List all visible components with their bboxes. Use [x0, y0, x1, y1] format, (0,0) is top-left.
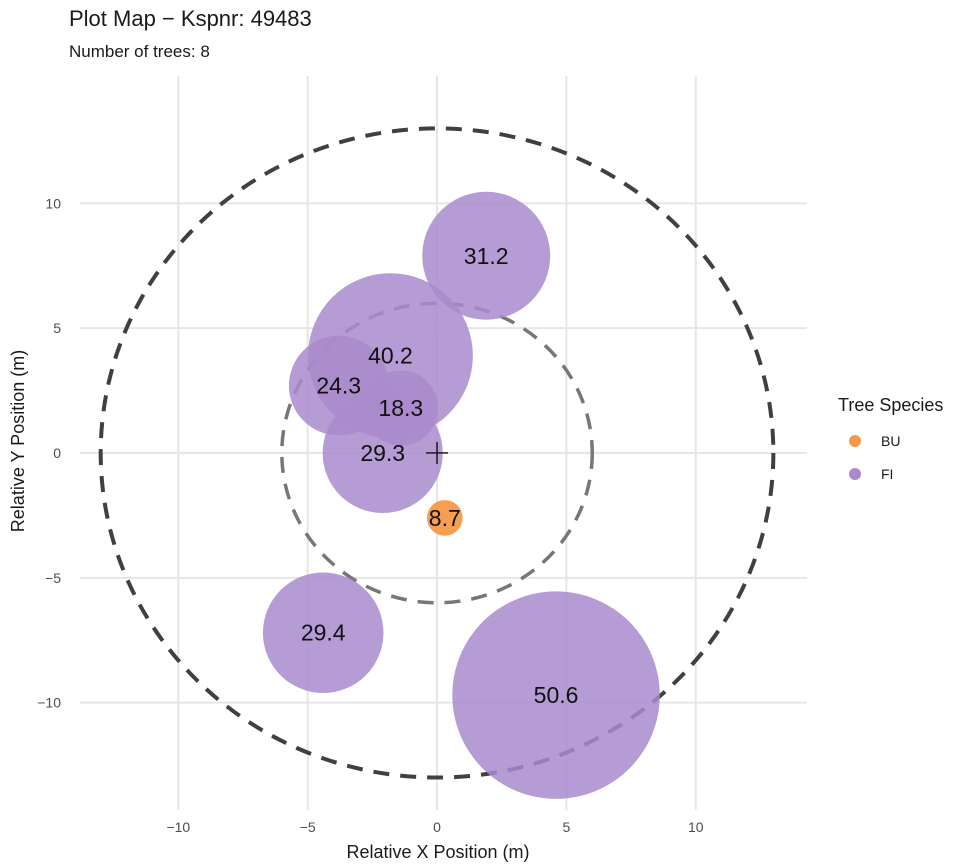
legend-title: Tree Species [838, 395, 943, 415]
legend-label-fi: FI [881, 466, 893, 482]
tree-point-fi [422, 191, 551, 320]
inner-plot-circle [280, 301, 595, 605]
tree-point-fi [452, 591, 660, 799]
x-tick-label: −10 [166, 819, 190, 835]
grid [80, 76, 807, 810]
plot-center-marker [426, 441, 449, 464]
dbh-label: 40.2 [368, 343, 413, 369]
dbh-label: 8.7 [429, 505, 461, 531]
axis-ticks: −10 −5 0 5 10 −10 −5 0 5 10 [37, 195, 703, 835]
chart-title: Plot Map − Kspnr: 49483 [69, 6, 312, 31]
tree-labels: 31.2 40.2 24.3 18.3 29.3 8.7 29.4 50.6 [301, 243, 579, 708]
legend-swatch-fi [849, 468, 861, 480]
legend-swatch-bu [849, 435, 861, 447]
dbh-label: 18.3 [378, 395, 423, 421]
dbh-label: 29.4 [301, 620, 346, 646]
tree-point-fi [322, 392, 443, 514]
dbh-label: 31.2 [464, 243, 509, 269]
legend-label-bu: BU [881, 433, 900, 449]
x-axis-title: Relative X Position (m) [346, 842, 529, 862]
y-tick-label: 10 [45, 195, 61, 211]
x-tick-label: 10 [688, 819, 704, 835]
y-tick-label: 5 [53, 320, 61, 336]
plot-circles [98, 126, 776, 780]
y-axis-title: Relative Y Position (m) [8, 350, 28, 532]
x-tick-label: 5 [562, 819, 570, 835]
y-tick-label: −5 [45, 570, 61, 586]
outer-plot-circle [98, 126, 776, 780]
chart-subtitle: Number of trees: 8 [69, 42, 210, 61]
tree-point-bu [426, 500, 463, 536]
x-tick-label: −5 [300, 819, 316, 835]
tree-point-fi [262, 572, 384, 694]
y-tick-label: 0 [53, 445, 61, 461]
dbh-label: 50.6 [534, 682, 579, 708]
dbh-label: 29.3 [360, 440, 405, 466]
y-tick-label: −10 [37, 695, 61, 711]
tree-points [262, 191, 660, 799]
dbh-label: 24.3 [316, 373, 361, 399]
legend: Tree Species BU FI [838, 395, 943, 482]
x-tick-label: 0 [433, 819, 441, 835]
